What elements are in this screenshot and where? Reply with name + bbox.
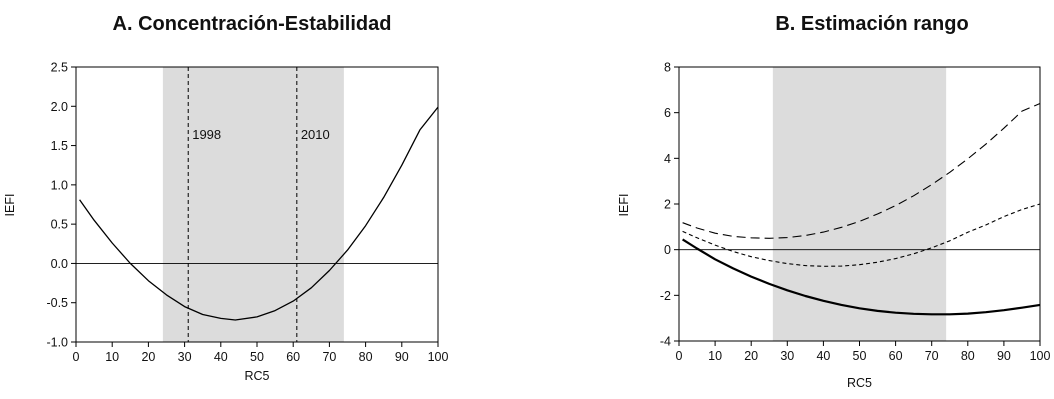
- y-tick-label: 6: [664, 106, 671, 120]
- series-line-solid-thick: [682, 238, 1041, 316]
- y-axis-label: IEFI: [617, 194, 631, 217]
- series-line-short-dash: [682, 203, 1041, 267]
- x-tick-label: 10: [708, 349, 722, 363]
- y-tick-label: 0: [664, 243, 671, 257]
- shaded-band: [162, 67, 344, 342]
- x-tick-label: 20: [744, 349, 758, 363]
- y-tick-label: 8: [664, 61, 671, 75]
- x-tick-label: 30: [780, 349, 794, 363]
- y-tick-label: 1.0: [51, 178, 68, 192]
- y-tick-label: 2.5: [51, 61, 68, 75]
- vertical-marker-label: 1998: [192, 127, 221, 142]
- series-line-long-dash: [682, 102, 1041, 239]
- x-tick-label: 20: [141, 350, 155, 364]
- y-tick-label: 4: [664, 152, 671, 166]
- x-tick-label: 70: [322, 350, 336, 364]
- y-axis-label: IEFI: [3, 194, 17, 217]
- y-tick-label: 0.0: [51, 257, 68, 271]
- y-tick-label: 2.0: [51, 100, 68, 114]
- x-tick-label: 0: [676, 349, 683, 363]
- x-tick-label: 10: [105, 350, 119, 364]
- shaded-band: [772, 67, 947, 341]
- x-tick-label: 90: [997, 349, 1011, 363]
- y-tick-label: -0.5: [46, 296, 68, 310]
- x-axis-label: RC5: [244, 369, 269, 383]
- series-line-solid: [79, 106, 439, 321]
- x-tick-label: 80: [961, 349, 975, 363]
- y-tick-label: 1.5: [51, 139, 68, 153]
- y-tick-label: -2: [660, 289, 671, 303]
- y-tick-label: 2: [664, 198, 671, 212]
- vertical-marker-label: 2010: [301, 127, 330, 142]
- x-axis-label: RC5: [847, 376, 872, 390]
- x-tick-label: 100: [428, 350, 449, 364]
- x-tick-label: 30: [178, 350, 192, 364]
- x-tick-label: 60: [286, 350, 300, 364]
- chart-title: B. Estimación rango: [775, 13, 968, 35]
- x-tick-label: 100: [1030, 349, 1051, 363]
- x-tick-label: 60: [889, 349, 903, 363]
- panel-a: 1998 2010 0 10 20 30 40 50 60 70 80 90 100 2.5 2.0 1.5 1…: [3, 13, 448, 383]
- x-tick-label: 50: [853, 349, 867, 363]
- x-tick-label: 40: [214, 350, 228, 364]
- x-tick-label: 50: [250, 350, 264, 364]
- x-tick-label: 90: [395, 350, 409, 364]
- y-tick-label: -4: [660, 335, 671, 349]
- chart-title: A. Concentración-Estabilidad: [113, 13, 392, 35]
- x-tick-label: 40: [816, 349, 830, 363]
- x-tick-label: 80: [359, 350, 373, 364]
- y-tick-label: -1.0: [46, 336, 68, 350]
- x-tick-label: 70: [925, 349, 939, 363]
- y-tick-label: 0.5: [51, 218, 68, 232]
- x-tick-label: 0: [73, 350, 80, 364]
